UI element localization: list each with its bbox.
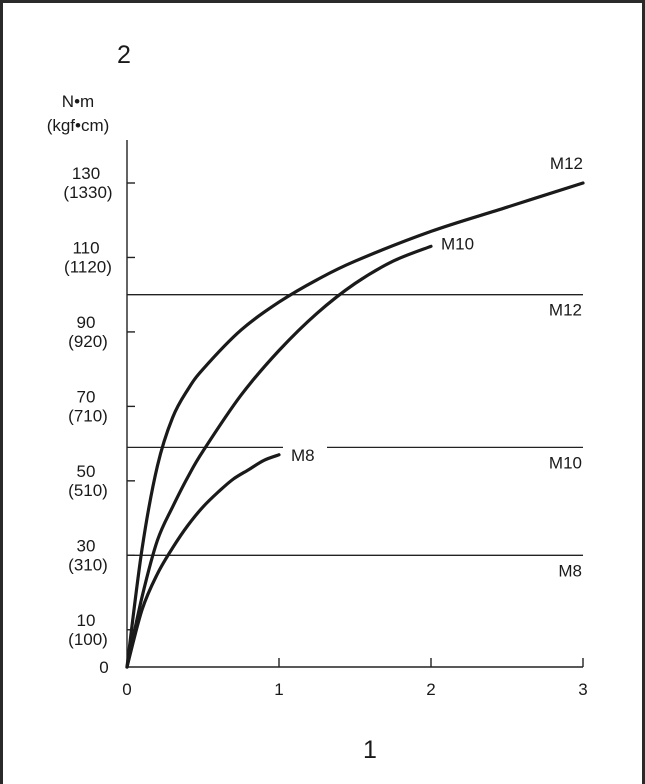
x-tick-label: 1	[274, 680, 283, 699]
corner-label-y: 2	[117, 41, 131, 69]
reference-line-label: M8	[558, 561, 582, 580]
y-tick-label: 110	[72, 238, 99, 257]
y-tick-label: 90	[77, 313, 96, 332]
y-tick-sublabel: (920)	[68, 332, 108, 351]
chart-axes	[126, 140, 583, 668]
reference-line-label: M12	[549, 301, 582, 320]
curve-label-m12: M12	[550, 154, 583, 173]
curve-label-m8: M8	[291, 446, 315, 465]
x-tick-label: 0	[122, 680, 131, 699]
y-tick-sublabel: (710)	[68, 406, 108, 425]
corner-label-x: 1	[363, 736, 377, 764]
curve-m10	[125, 244, 433, 669]
x-tick-label: 2	[426, 680, 435, 699]
y-tick-sublabel: (510)	[68, 481, 108, 500]
y-tick-label: 70	[77, 387, 96, 406]
y-tick-sublabel: (1330)	[63, 183, 112, 202]
y-tick-label: 30	[77, 536, 96, 555]
curve-m8	[125, 453, 281, 669]
y-tick-label: 50	[77, 462, 96, 481]
y-tick-label: 130	[72, 164, 100, 183]
curve-label-m10: M10	[441, 234, 474, 253]
y-axis-unit-nm: N•m	[62, 92, 94, 111]
y-tick-label: 10	[77, 611, 96, 630]
curve-m12	[125, 181, 585, 669]
y-tick-sublabel: (100)	[68, 630, 108, 649]
y-tick-sublabel: (310)	[68, 555, 108, 574]
y-tick-label: 0	[99, 658, 108, 677]
reference-lines: M12 M10 M8	[127, 294, 583, 580]
y-axis-unit-kgfcm: (kgf•cm)	[47, 116, 110, 135]
x-tick-label: 3	[578, 680, 587, 699]
chart-ticks: 0 1 2 3010(100)30(310)50(510)70(710)90(920)…	[63, 164, 587, 699]
reference-line-label: M10	[549, 453, 582, 472]
y-tick-sublabel: (1120)	[64, 257, 112, 276]
torque-curves: M12 M10 M8	[125, 154, 585, 669]
